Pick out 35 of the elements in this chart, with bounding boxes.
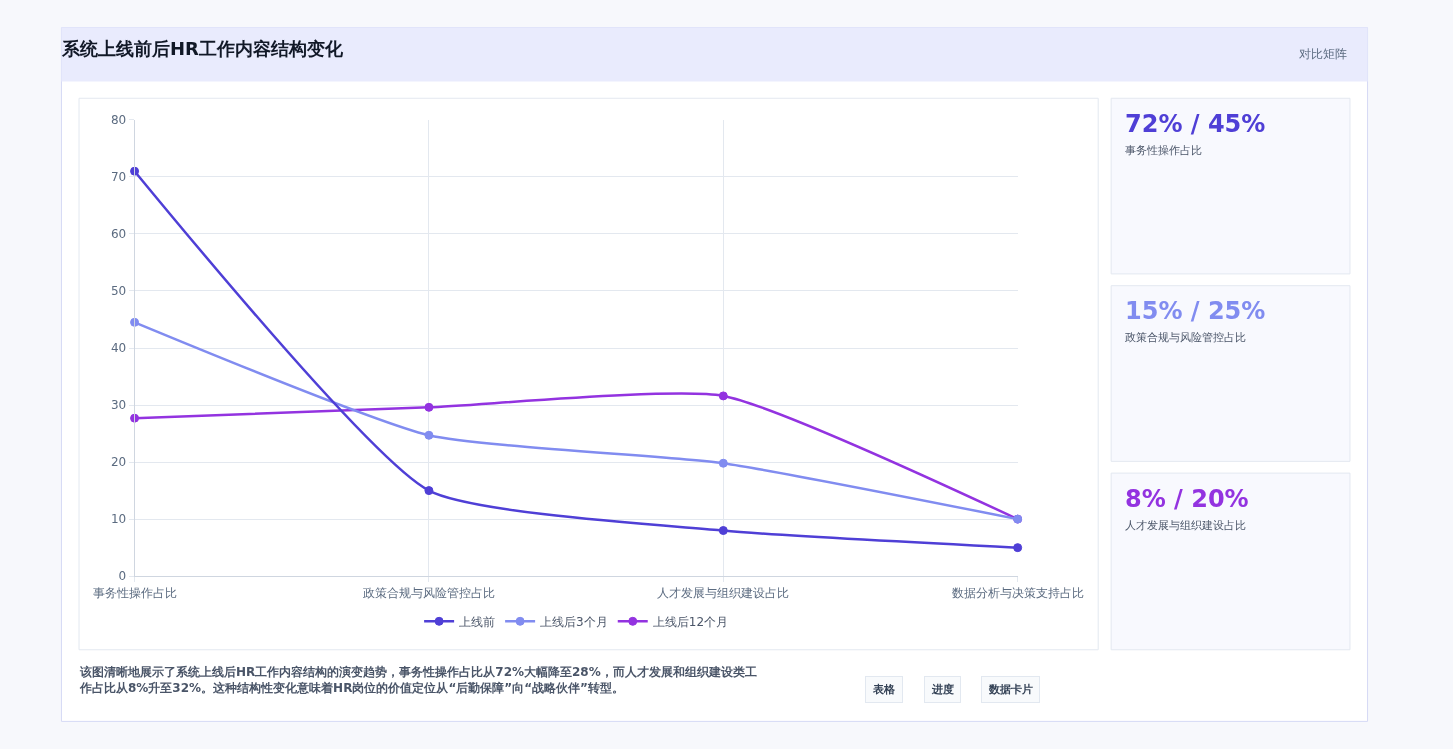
- y-tick-label: 70: [110, 170, 127, 185]
- text: 72% / 45%: [1125, 110, 1266, 138]
- text: 数据卡片: [988, 683, 1033, 696]
- text: 政策合规与风险管控占比: [1125, 331, 1246, 344]
- point: [424, 402, 434, 412]
- point: [718, 526, 728, 536]
- point: [718, 391, 728, 401]
- chart-title: 系统上线前后HR工作内容结构变化: [61, 38, 344, 60]
- y-tick-label: 10: [110, 512, 127, 527]
- text: 15% / 25%: [1125, 297, 1266, 325]
- text: 人才发展与组织建设占比: [1125, 519, 1246, 532]
- point: [424, 430, 434, 440]
- x-tick-label: 数据分析与决策支持占比: [951, 585, 1084, 600]
- y-tick-label: 50: [110, 284, 127, 299]
- y-tick-label: 20: [110, 455, 127, 470]
- legend-label: 上线前: [459, 614, 496, 629]
- text: 事务性操作占比: [1125, 144, 1202, 157]
- point: [424, 486, 434, 496]
- text: 对比矩阵: [1299, 47, 1347, 61]
- point: [1013, 543, 1023, 553]
- y-tick-label: 60: [110, 227, 127, 242]
- y-tick-label: 0: [118, 569, 127, 584]
- x-tick-label: 政策合规与风险管控占比: [362, 585, 495, 600]
- text: 该图清晰地展示了系统上线后HR工作内容结构的演变趋势，事务性操作占比从72%大幅降至28%，而人才发展和组织建设类工作占比从8%升至32%。这种结构性变化意味着HR岗位的价值定位从“后勤保障”向“战略伙伴”转型。: [79, 665, 757, 695]
- y-tick-label: 30: [110, 398, 127, 413]
- text: 表格: [872, 683, 896, 696]
- x-tick-label: 事务性操作占比: [92, 585, 177, 600]
- text: 进度: [931, 683, 954, 696]
- point: [718, 458, 728, 468]
- text: 8% / 20%: [1125, 485, 1249, 513]
- legend-label: 上线后3个月: [540, 614, 608, 629]
- y-tick-label: 40: [110, 341, 127, 356]
- legend-label: 上线后12个月: [652, 614, 729, 629]
- x-tick-label: 人才发展与组织建设占比: [657, 585, 790, 600]
- y-tick-label: 80: [110, 113, 127, 128]
